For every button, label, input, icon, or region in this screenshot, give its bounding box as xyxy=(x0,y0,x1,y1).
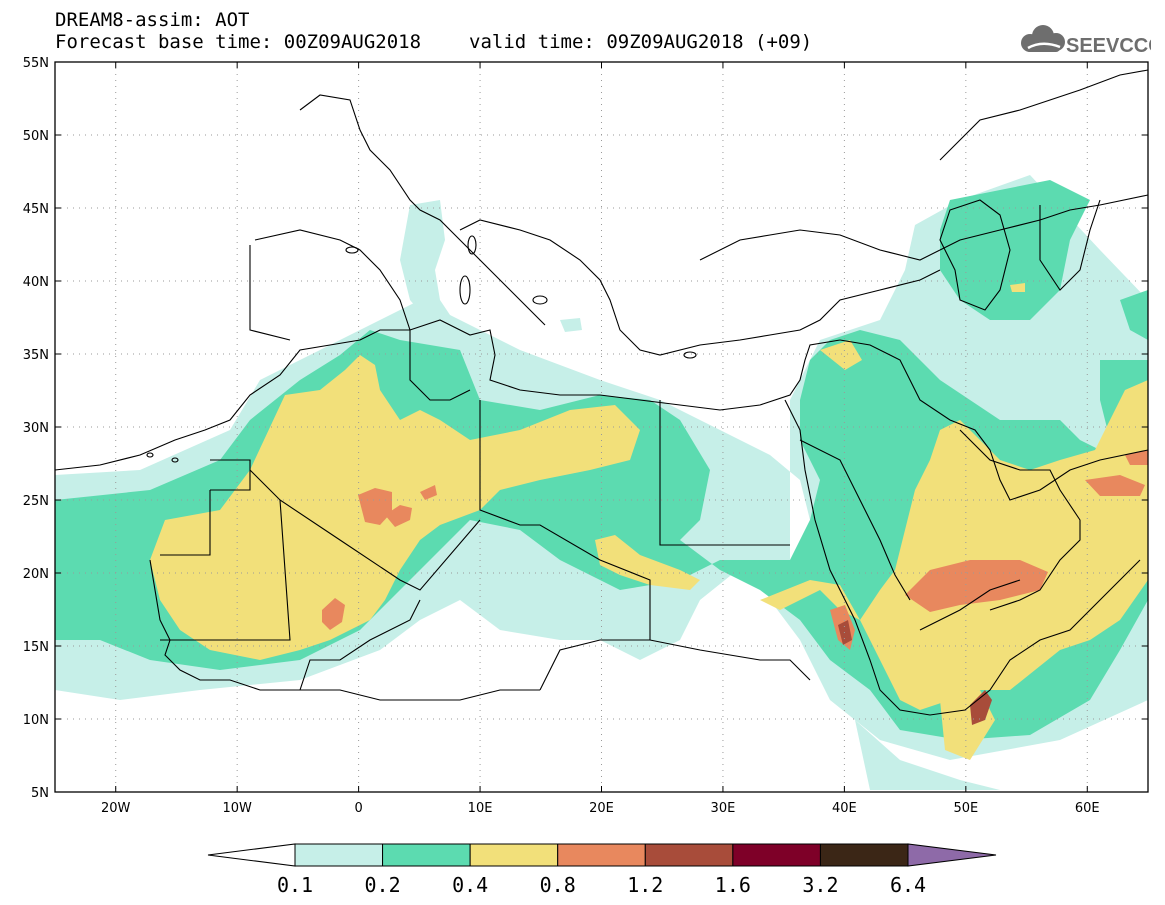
lon-label: 60E xyxy=(1075,801,1100,816)
lat-label: 35N xyxy=(23,348,49,363)
colorbar-under-arrow xyxy=(207,843,296,867)
lat-label: 45N xyxy=(23,202,49,217)
colorbar-label: 0.2 xyxy=(365,873,401,897)
chart-subtitle: Forecast base time: 00Z09AUG2018 valid ti… xyxy=(55,32,812,52)
lat-label: 15N xyxy=(23,640,49,655)
lon-labels: 20W 10W 0 10E 20E 30E 40E 50E 60E xyxy=(101,801,1100,816)
colorbar: 0.1 0.2 0.4 0.8 1.2 1.6 3.2 6.4 xyxy=(207,843,997,897)
colorbar-segment xyxy=(294,843,384,867)
colorbar-over-arrow xyxy=(907,843,997,867)
lon-label: 20W xyxy=(101,801,131,816)
logo-text: SEEVCCC xyxy=(1066,35,1151,57)
lon-label: 10E xyxy=(468,801,493,816)
lon-label: 40E xyxy=(832,801,857,816)
lon-label: 30E xyxy=(711,801,736,816)
colorbar-label: 0.8 xyxy=(540,873,576,897)
colorbar-segment xyxy=(732,843,821,867)
lon-label: 0 xyxy=(354,801,362,816)
chart-title: DREAM8-assim: AOT xyxy=(55,9,250,31)
colorbar-label: 0.1 xyxy=(277,873,313,897)
aot-level-4 xyxy=(322,450,1148,650)
cloud-icon xyxy=(1021,25,1065,52)
colorbar-label: 3.2 xyxy=(802,873,838,897)
valid-time: valid time: 09Z09AUG2018 (+09) xyxy=(469,31,813,53)
colorbar-segment xyxy=(382,843,471,867)
lat-label: 50N xyxy=(23,129,49,144)
colorbar-label: 1.6 xyxy=(715,873,751,897)
lat-labels: 55N 50N 45N 40N 35N 30N 25N 20N 15N 10N 5N xyxy=(23,56,49,801)
colorbar-label: 6.4 xyxy=(890,873,926,897)
lat-label: 5N xyxy=(31,786,49,801)
lat-label: 40N xyxy=(23,275,49,290)
lat-label: 10N xyxy=(23,713,49,728)
aot-level-5 xyxy=(838,620,992,725)
axis-ticks xyxy=(55,61,1148,793)
base-time: Forecast base time: 00Z09AUG2018 xyxy=(55,31,422,53)
lat-label: 25N xyxy=(23,494,49,509)
seevccc-logo: SEEVCCC xyxy=(1016,22,1163,58)
lon-label: 20E xyxy=(589,801,614,816)
colorbar-segment xyxy=(819,843,909,867)
coastlines xyxy=(55,69,1148,716)
lon-label: 50E xyxy=(953,801,978,816)
lat-label: 55N xyxy=(23,56,49,71)
gridlines xyxy=(55,62,1148,792)
lat-label: 30N xyxy=(23,421,49,436)
colorbar-segment xyxy=(469,843,559,867)
colorbar-segment xyxy=(644,843,734,867)
colorbar-segment xyxy=(557,843,646,867)
colorbar-label: 1.2 xyxy=(627,873,663,897)
lat-label: 20N xyxy=(23,567,49,582)
aot-fields xyxy=(55,175,1148,790)
lon-label: 10W xyxy=(222,801,252,816)
colorbar-label: 0.4 xyxy=(452,873,488,897)
islands xyxy=(146,235,697,463)
